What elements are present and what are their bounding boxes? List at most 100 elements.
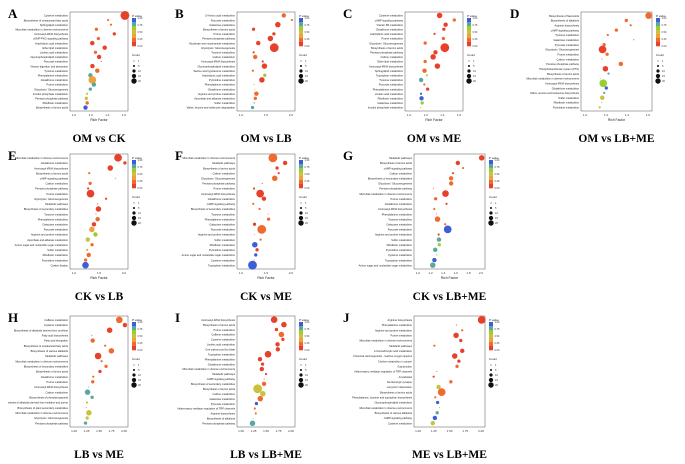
pvalue-tick-label: 0.00 bbox=[138, 187, 143, 190]
enrichment-dot bbox=[261, 60, 264, 63]
enrichment-dot bbox=[434, 197, 438, 201]
enrichment-dot bbox=[94, 352, 102, 360]
enrichment-dot bbox=[250, 105, 255, 110]
pvalue-tick-label: 1.00 bbox=[662, 17, 667, 20]
term-label: Metabolic pathways bbox=[212, 372, 235, 376]
enrichment-dot bbox=[602, 42, 606, 47]
term-label: 2-Oxocarboxylic acid metabolism bbox=[374, 349, 412, 353]
panel-letter: G bbox=[343, 148, 354, 163]
x-tick-label: 2.0 bbox=[122, 271, 127, 275]
enrichment-dot bbox=[267, 213, 269, 215]
count-legend-dot bbox=[466, 78, 472, 84]
count-legend-dot bbox=[298, 382, 304, 388]
enrichment-dot bbox=[435, 213, 437, 215]
enrichment-dot bbox=[618, 61, 624, 67]
count-legend-label: 5 bbox=[495, 206, 497, 210]
x-tick-label: 1.2 bbox=[429, 271, 434, 275]
enrichment-dot bbox=[278, 331, 285, 338]
count-legend-label: 1 bbox=[305, 363, 307, 367]
term-label: Valine, leucine and isoleucine biosynthe… bbox=[530, 91, 580, 95]
term-label: cGMP-PKG signaling pathway bbox=[33, 37, 69, 41]
pvalue-colorbar-segment bbox=[299, 326, 303, 331]
pvalue-colorbar-segment bbox=[132, 42, 136, 47]
enrichment-dot bbox=[264, 350, 272, 358]
panel-j: J Arginine biosynthesis Phenylalanine meta… bbox=[343, 310, 513, 463]
term-label: Carbon fixation bbox=[51, 263, 69, 267]
pvalue-legend-title: P value bbox=[299, 318, 309, 322]
term-label: Biosynthesis of secondary metabolites bbox=[24, 207, 69, 211]
term-label: Pyruvate metabolism bbox=[44, 228, 68, 232]
count-legend-label: 5 bbox=[305, 368, 307, 372]
enrichment-dot bbox=[419, 92, 423, 95]
term-label: Arginine and proline metabolism bbox=[31, 233, 68, 237]
term-label: Carbon metabolism bbox=[46, 390, 69, 394]
enrichment-dot bbox=[437, 233, 440, 236]
panel-f: F Microbial metabolism in diverse environ… bbox=[175, 148, 323, 305]
panel-a: A Cysteine metabolism Biosynthesis of unsa… bbox=[8, 6, 156, 147]
x-tick-label: 1.2 bbox=[424, 113, 429, 117]
term-label: Riboflavin metabolism bbox=[43, 253, 68, 257]
enrichment-dot bbox=[253, 102, 255, 104]
pvalue-colorbar-segment bbox=[299, 42, 303, 47]
term-label: Aminoacyl-tRNA biosynthesis bbox=[34, 385, 69, 389]
enrichment-dot bbox=[455, 324, 457, 326]
count-legend-label: 10 bbox=[305, 373, 308, 377]
x-tick-label: 1.00 bbox=[238, 429, 244, 433]
term-label: Galactose metabolism bbox=[209, 222, 235, 226]
enrichment-dot bbox=[260, 390, 266, 397]
count-legend-dot bbox=[489, 373, 493, 377]
pvalue-colorbar-segment bbox=[489, 338, 493, 343]
pvalue-colorbar-segment bbox=[299, 168, 303, 173]
pvalue-colorbar-segment bbox=[299, 34, 303, 39]
enrichment-dot bbox=[260, 362, 265, 366]
pvalue-colorbar-segment bbox=[467, 26, 471, 31]
enrichment-dot bbox=[114, 153, 122, 162]
term-label: Vitamin B6 metabolism bbox=[377, 23, 403, 27]
count-legend-label: 5 bbox=[662, 64, 664, 68]
x-tick-label: 1.50 bbox=[96, 429, 102, 433]
enrichment-dot bbox=[95, 68, 100, 73]
count-legend-dot bbox=[467, 69, 471, 73]
term-label: Ascorbate and aldarate metabolism bbox=[27, 238, 68, 242]
x-axis-label: Rich Factor bbox=[90, 276, 108, 280]
enrichment-dot bbox=[430, 262, 436, 268]
enrichment-dot bbox=[275, 342, 280, 347]
term-label: Pyruvate metabolism bbox=[379, 83, 403, 87]
term-label: Amino sugar and nucleotide sugar metabol… bbox=[15, 243, 68, 247]
term-label: Microbial metabolism in diverse environm… bbox=[360, 192, 413, 196]
count-legend-dot bbox=[131, 382, 137, 388]
enrichment-dot bbox=[261, 381, 267, 387]
enrichment-dot bbox=[461, 166, 465, 170]
pvalue-colorbar-segment bbox=[132, 330, 136, 335]
count-legend-title: Count bbox=[132, 195, 140, 199]
term-label: Pyrimidine metabolism bbox=[209, 248, 235, 252]
term-label: Aminoacyl-tRNA biosynthesis bbox=[545, 81, 580, 85]
enrichment-dot bbox=[122, 322, 128, 328]
x-tick-label: 1.75 bbox=[109, 429, 115, 433]
panel-caption: OM vs ME bbox=[406, 133, 462, 145]
enrichment-dot bbox=[252, 241, 258, 248]
x-tick-label: 1.25 bbox=[84, 429, 90, 433]
enrichment-dot bbox=[88, 386, 90, 388]
enrichment-dot bbox=[442, 27, 446, 31]
panel-c: C Cysteine metabolism cAMP signaling pathw… bbox=[343, 6, 491, 147]
enrichment-dot bbox=[120, 11, 130, 20]
pvalue-tick-label: 0.25 bbox=[305, 38, 310, 41]
x-tick-label: 1.4 bbox=[441, 271, 446, 275]
enrichment-dot bbox=[100, 360, 103, 363]
pvalue-tick-label: 0.25 bbox=[305, 180, 310, 183]
enrichment-dot bbox=[270, 316, 278, 323]
count-legend-label: 15 bbox=[138, 216, 141, 220]
count-legend-dot bbox=[657, 60, 659, 62]
count-legend-title: Count bbox=[299, 195, 307, 199]
term-label: Inflammatory mediator regulation of TRP … bbox=[177, 407, 235, 411]
enrichment-dot bbox=[599, 77, 601, 79]
pvalue-colorbar-segment bbox=[467, 38, 471, 43]
enrichment-dot bbox=[420, 101, 424, 105]
enrichment-dot bbox=[436, 12, 443, 19]
pvalue-colorbar-segment bbox=[467, 42, 471, 47]
count-legend-title: Count bbox=[656, 53, 664, 57]
term-label: Inositol phosphate metabolism bbox=[33, 92, 68, 96]
pvalue-colorbar-segment bbox=[299, 38, 303, 43]
